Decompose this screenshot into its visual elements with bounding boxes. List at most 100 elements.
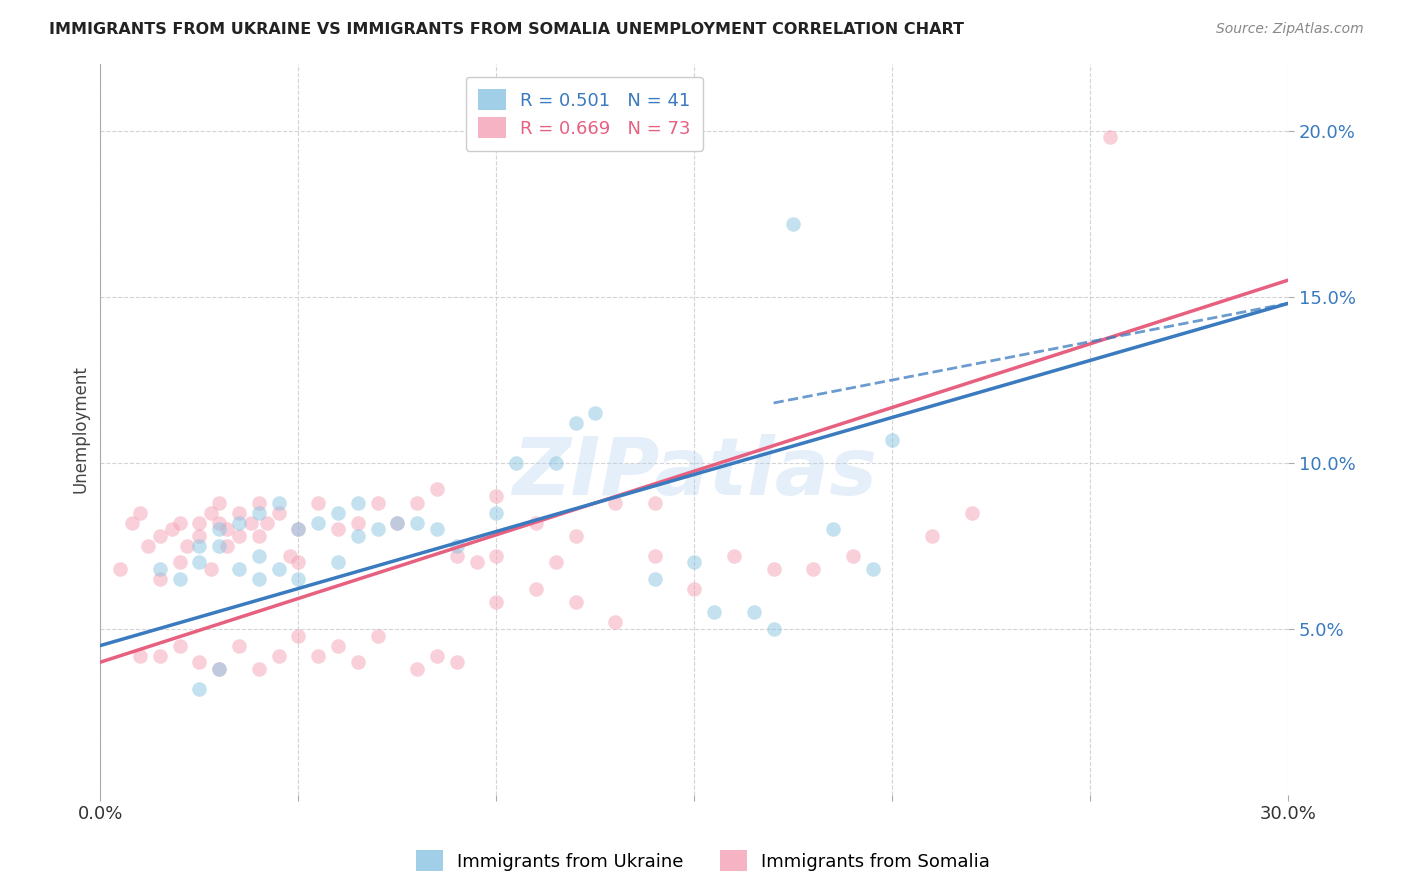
Point	[169, 572, 191, 586]
Point	[346, 516, 368, 530]
Point	[821, 522, 844, 536]
Point	[644, 572, 666, 586]
Point	[307, 516, 329, 530]
Point	[346, 655, 368, 669]
Point	[801, 562, 824, 576]
Point	[921, 529, 943, 543]
Point	[149, 572, 172, 586]
Point	[247, 549, 270, 563]
Point	[485, 549, 508, 563]
Point	[367, 496, 389, 510]
Point	[564, 416, 586, 430]
Point	[208, 516, 231, 530]
Point	[387, 516, 409, 530]
Point	[267, 496, 290, 510]
Point	[200, 506, 222, 520]
Point	[367, 629, 389, 643]
Point	[129, 648, 152, 663]
Point	[267, 506, 290, 520]
Text: ZIPatlas: ZIPatlas	[512, 434, 877, 512]
Point	[446, 549, 468, 563]
Point	[485, 506, 508, 520]
Point	[149, 562, 172, 576]
Point	[583, 406, 606, 420]
Point	[505, 456, 527, 470]
Point	[326, 506, 349, 520]
Point	[882, 433, 904, 447]
Point	[742, 605, 765, 619]
Point	[326, 556, 349, 570]
Point	[121, 516, 143, 530]
Point	[683, 582, 706, 596]
Point	[524, 516, 547, 530]
Point	[644, 549, 666, 563]
Point	[267, 562, 290, 576]
Point	[217, 522, 239, 536]
Point	[446, 655, 468, 669]
Point	[108, 562, 131, 576]
Point	[267, 648, 290, 663]
Point	[217, 539, 239, 553]
Legend: R = 0.501   N = 41, R = 0.669   N = 73: R = 0.501 N = 41, R = 0.669 N = 73	[465, 77, 703, 151]
Point	[287, 556, 309, 570]
Point	[188, 681, 211, 696]
Point	[169, 556, 191, 570]
Point	[160, 522, 183, 536]
Point	[287, 572, 309, 586]
Point	[564, 529, 586, 543]
Point	[426, 483, 449, 497]
Point	[762, 622, 785, 636]
Point	[208, 539, 231, 553]
Point	[188, 529, 211, 543]
Point	[782, 217, 804, 231]
Point	[247, 506, 270, 520]
Point	[228, 529, 250, 543]
Point	[228, 562, 250, 576]
Point	[228, 506, 250, 520]
Point	[149, 648, 172, 663]
Point	[406, 496, 429, 510]
Point	[524, 582, 547, 596]
Point	[862, 562, 884, 576]
Point	[287, 629, 309, 643]
Point	[485, 489, 508, 503]
Point	[465, 556, 488, 570]
Point	[387, 516, 409, 530]
Point	[605, 496, 627, 510]
Point	[406, 516, 429, 530]
Point	[485, 595, 508, 609]
Point	[762, 562, 785, 576]
Point	[247, 662, 270, 676]
Point	[188, 556, 211, 570]
Point	[208, 496, 231, 510]
Point	[326, 522, 349, 536]
Point	[406, 662, 429, 676]
Point	[176, 539, 198, 553]
Point	[960, 506, 983, 520]
Point	[446, 539, 468, 553]
Point	[683, 556, 706, 570]
Point	[307, 496, 329, 510]
Point	[149, 529, 172, 543]
Point	[287, 522, 309, 536]
Point	[564, 595, 586, 609]
Point	[228, 639, 250, 653]
Point	[239, 516, 262, 530]
Point	[247, 529, 270, 543]
Text: Source: ZipAtlas.com: Source: ZipAtlas.com	[1216, 22, 1364, 37]
Text: IMMIGRANTS FROM UKRAINE VS IMMIGRANTS FROM SOMALIA UNEMPLOYMENT CORRELATION CHAR: IMMIGRANTS FROM UKRAINE VS IMMIGRANTS FR…	[49, 22, 965, 37]
Point	[169, 639, 191, 653]
Legend: Immigrants from Ukraine, Immigrants from Somalia: Immigrants from Ukraine, Immigrants from…	[409, 843, 997, 879]
Point	[703, 605, 725, 619]
Point	[129, 506, 152, 520]
Point	[188, 655, 211, 669]
Point	[367, 522, 389, 536]
Point	[256, 516, 278, 530]
Point	[208, 662, 231, 676]
Point	[426, 648, 449, 663]
Point	[200, 562, 222, 576]
Point	[842, 549, 865, 563]
Point	[644, 496, 666, 510]
Point	[188, 539, 211, 553]
Point	[346, 529, 368, 543]
